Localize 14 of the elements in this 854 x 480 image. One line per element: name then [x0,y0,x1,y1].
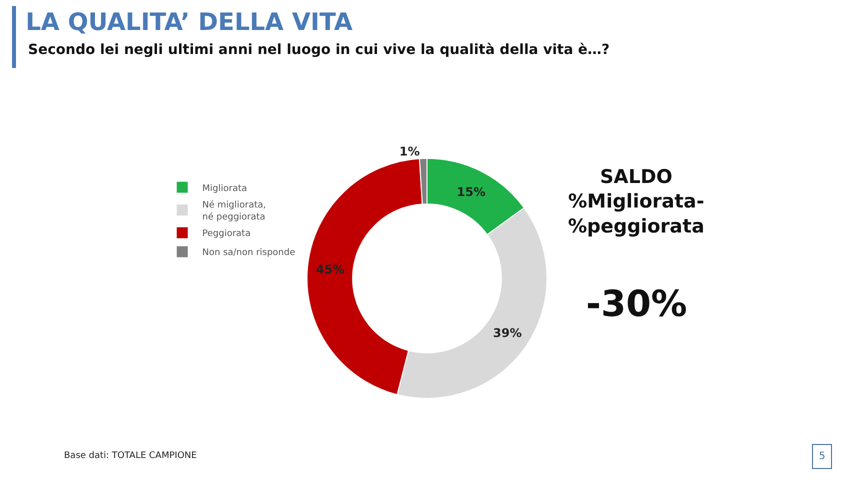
data-label: 45% [316,262,345,276]
legend-label: Migliorata [202,184,248,194]
data-label: 15% [456,184,486,199]
legend-label: Né migliorata, né peggiorata [202,200,266,222]
legend-label: Non sa/non risponde [202,248,296,258]
data-label: 1% [399,144,420,158]
text: SALDO %Migliorata- %peggiorata [568,166,704,238]
text: Base dati: TOTALE CAMPIONE [64,451,198,461]
data-label: 39% [493,326,522,340]
chart-subtitle: Secondo lei negli ultimi anni nel luogo in cui vive la qualità della vita è…? [28,42,610,58]
legend-label: Peggiorata [202,229,251,240]
text: 5 [819,451,826,462]
chart-title: LA QUALITA’ DELLA VITA [26,8,353,36]
text: -30% [586,284,688,325]
